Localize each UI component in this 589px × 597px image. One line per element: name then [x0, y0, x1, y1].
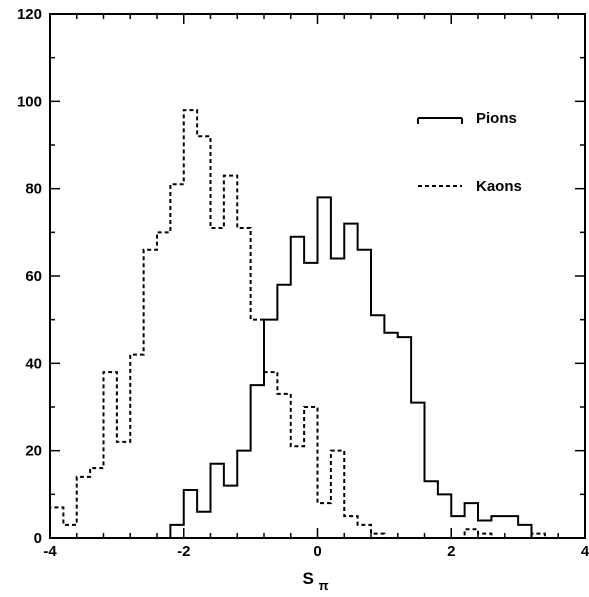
y-tick-label: 0 [34, 530, 42, 547]
y-tick-label: 120 [17, 6, 42, 23]
legend: Pions Kaons [417, 110, 522, 195]
y-tick-label: 60 [25, 268, 42, 285]
x-tick-label: -2 [177, 543, 190, 560]
x-axis-label-subscript: π [319, 578, 329, 593]
y-tick-label: 80 [25, 181, 42, 198]
series-layer [49, 109, 586, 539]
legend-label-kaons: Kaons [476, 178, 522, 195]
y-tick-label: 40 [25, 355, 42, 372]
x-tick-label: 0 [313, 543, 321, 560]
y-tick-label: 100 [17, 93, 42, 110]
series-pions-histogram [50, 196, 586, 539]
series-kaons-histogram [49, 109, 585, 539]
x-tick-label: 4 [581, 543, 589, 560]
x-axis-label: S π [302, 569, 328, 593]
legend-label-pions: Pions [476, 110, 517, 127]
x-axis-label-main: S [302, 569, 313, 588]
x-tick-label: 2 [447, 543, 455, 560]
y-tick-label: 20 [25, 443, 42, 460]
x-tick-label: -4 [43, 543, 57, 560]
